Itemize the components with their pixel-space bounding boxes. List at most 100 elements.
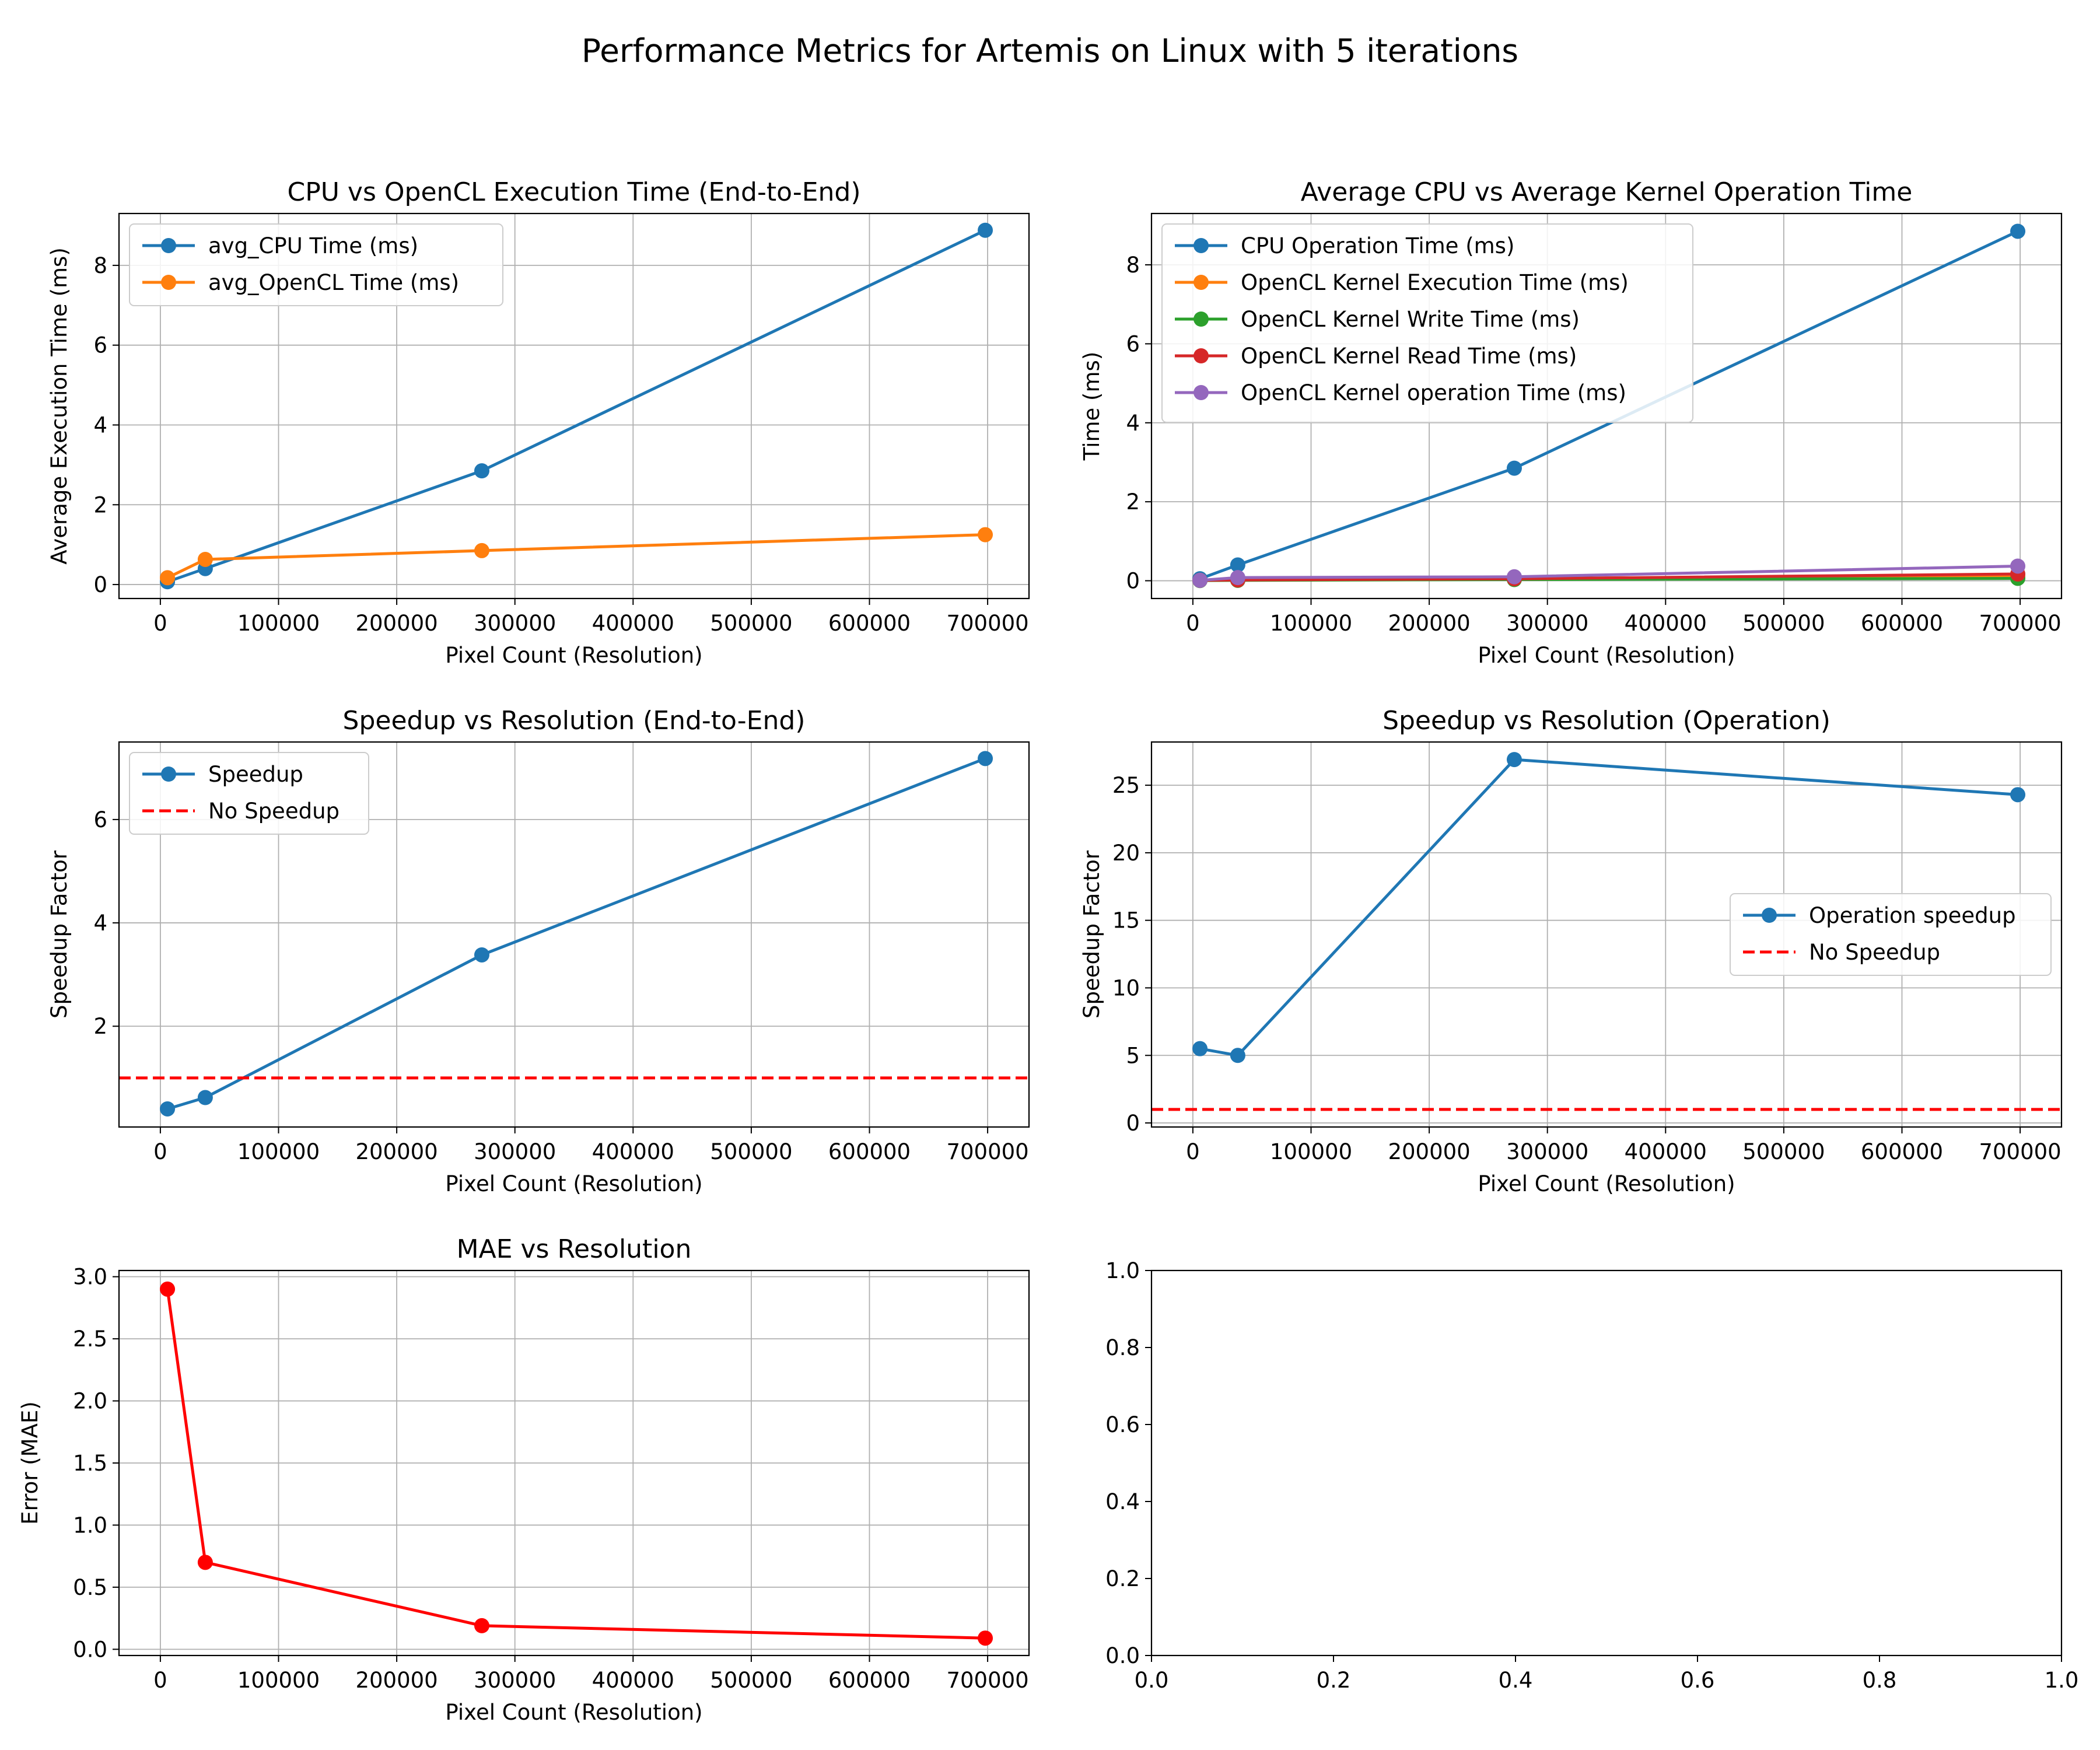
x-tick-label: 0.8 — [1863, 1668, 1897, 1693]
series-1-point — [197, 1555, 213, 1570]
legend-marker — [161, 275, 176, 290]
y-tick-label: 8 — [93, 253, 107, 278]
series-1-line — [1199, 230, 2019, 580]
x-tick-label: 500000 — [710, 1668, 792, 1693]
x-axis-label: Pixel Count (Resolution) — [445, 1171, 702, 1196]
legend-marker — [1194, 348, 1209, 363]
x-tick-label: 300000 — [474, 611, 556, 636]
x-tick-label: 400000 — [1625, 1139, 1707, 1164]
y-tick-label: 0.8 — [1105, 1335, 1140, 1360]
series-1-point — [474, 1618, 489, 1633]
legend-label: No Speedup — [1809, 940, 1940, 965]
series-1-point — [1192, 1041, 1208, 1056]
legend-marker — [161, 238, 176, 253]
y-tick-label: 0.2 — [1105, 1566, 1140, 1591]
x-tick-label: 1.0 — [2045, 1668, 2079, 1693]
y-tick-label: 1.0 — [1105, 1258, 1140, 1283]
x-tick-label: 100000 — [237, 1668, 320, 1693]
series-1-point — [474, 463, 489, 479]
legend-label: Speedup — [208, 762, 303, 787]
y-tick-label: 2 — [1126, 489, 1140, 514]
x-tick-label: 0 — [1186, 611, 1200, 636]
x-tick-label: 500000 — [710, 611, 792, 636]
x-tick-label: 100000 — [237, 1139, 320, 1164]
plot-series — [119, 751, 1029, 1116]
y-tick-label: 20 — [1112, 841, 1140, 866]
series-1-point — [160, 1101, 176, 1116]
series-1-point — [474, 947, 489, 963]
subplot-4: 0 100000 200000 300000 400000 500000 600000 700… — [1079, 706, 2063, 1196]
legend-label: CPU Operation Time (ms) — [1241, 233, 1514, 258]
series-1-point — [1506, 752, 1522, 768]
legend-marker — [1762, 908, 1777, 923]
subplot-title: CPU vs OpenCL Execution Time (End-to-End… — [287, 177, 860, 207]
series-1-point — [2010, 787, 2026, 803]
plot-series — [160, 1281, 993, 1646]
series-1-point — [1230, 1048, 1245, 1063]
subplot-title: Average CPU vs Average Kernel Operation … — [1301, 177, 1913, 207]
x-tick-label: 0.4 — [1499, 1668, 1533, 1693]
y-tick-label: 4 — [1126, 411, 1140, 436]
series-1-line — [167, 229, 986, 583]
axes-frame — [118, 741, 1030, 1128]
x-tick-label: 200000 — [355, 611, 438, 636]
legend-marker — [1194, 275, 1209, 290]
axes-frame — [118, 212, 1030, 600]
figure-suptitle: Performance Metrics for Artemis on Linux… — [582, 32, 1518, 69]
x-tick-label: 600000 — [1861, 1139, 1943, 1164]
subplot-3: 0 100000 200000 300000 400000 500000 600000 700… — [47, 706, 1030, 1196]
series-1-point — [1230, 557, 1245, 573]
x-tick-label: 400000 — [1625, 611, 1707, 636]
plot-series — [160, 222, 993, 590]
y-tick-label: 2.0 — [73, 1389, 107, 1414]
legend-label: OpenCL Kernel Write Time (ms) — [1241, 307, 1580, 332]
y-tick-label: 0.0 — [73, 1637, 107, 1662]
series-1-point — [1506, 460, 1522, 476]
x-tick-label: 400000 — [592, 1668, 674, 1693]
legend-marker — [1194, 238, 1209, 253]
y-axis-label: Time (ms) — [1079, 352, 1104, 461]
x-tick-label: 700000 — [946, 1139, 1028, 1164]
x-tick-label: 500000 — [710, 1139, 792, 1164]
axes-frame — [1150, 212, 2063, 600]
series-5-point — [1506, 569, 1522, 584]
series-1-point — [2010, 223, 2026, 239]
legend-label: No Speedup — [208, 799, 340, 824]
x-tick-label: 100000 — [1270, 611, 1352, 636]
legend-marker — [1194, 385, 1209, 400]
series-1-point — [978, 751, 993, 766]
y-tick-label: 1.0 — [73, 1513, 107, 1538]
x-tick-label: 0 — [153, 1139, 167, 1164]
legend-box — [129, 223, 503, 306]
legend-box — [1161, 223, 1693, 423]
series-5-line — [1199, 565, 2018, 582]
legend-marker — [161, 766, 176, 782]
series-2-point — [978, 527, 993, 542]
y-tick-label: 3.0 — [73, 1265, 107, 1290]
x-tick-label: 300000 — [1506, 1139, 1588, 1164]
y-tick-label: 8 — [1126, 253, 1140, 278]
y-tick-label: 6 — [93, 807, 107, 832]
axes-frame — [1150, 1269, 2063, 1657]
x-tick-label: 100000 — [237, 611, 320, 636]
y-axis-label: Average Execution Time (ms) — [47, 247, 72, 565]
legend-label: OpenCL Kernel Execution Time (ms) — [1241, 270, 1629, 295]
y-tick-label: 1.5 — [73, 1451, 107, 1476]
x-tick-label: 300000 — [474, 1668, 556, 1693]
legend-box — [1730, 893, 2052, 976]
legend: Operation speedup No Speedup — [1730, 893, 2052, 976]
x-tick-label: 200000 — [355, 1668, 438, 1693]
legend: Speedup No Speedup — [129, 752, 369, 835]
legend-label: OpenCL Kernel Read Time (ms) — [1241, 344, 1577, 369]
subplot-1: 0 100000 200000 300000 400000 500000 600000 700… — [47, 177, 1030, 668]
y-tick-label: 0 — [93, 572, 107, 597]
subplot-title: MAE vs Resolution — [457, 1234, 692, 1264]
y-tick-label: 6 — [1126, 331, 1140, 356]
x-axis-label: Pixel Count (Resolution) — [1478, 1171, 1735, 1196]
series-2-line — [167, 533, 986, 579]
x-tick-label: 700000 — [1979, 1139, 2061, 1164]
x-tick-label: 700000 — [946, 611, 1028, 636]
x-tick-label: 400000 — [592, 1139, 674, 1164]
series-2-point — [474, 542, 489, 558]
legend-label: avg_OpenCL Time (ms) — [208, 270, 459, 295]
